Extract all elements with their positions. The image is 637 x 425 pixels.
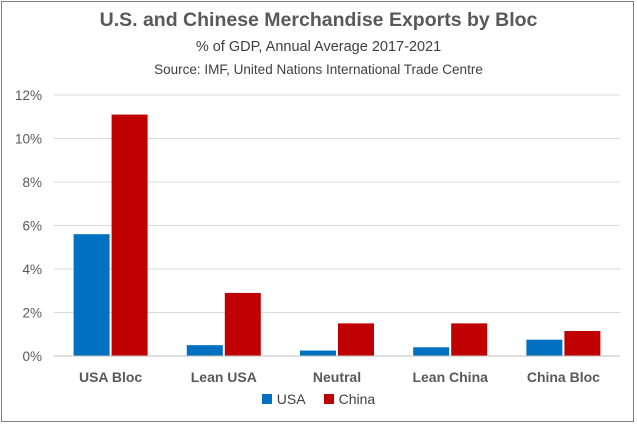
legend-swatch-usa <box>261 394 272 404</box>
x-tick-label: Lean USA <box>191 369 257 385</box>
chart-subtitle: % of GDP, Annual Average 2017-2021 <box>195 39 442 55</box>
legend-item-usa: USA <box>261 391 306 407</box>
legend: USA China <box>0 391 637 407</box>
x-tick-label: Neutral <box>313 369 361 385</box>
y-tick-label: 0% <box>22 349 42 364</box>
legend-swatch-china <box>323 394 334 404</box>
bar-china-usa-bloc <box>111 114 148 356</box>
legend-label-usa: USA <box>276 391 306 407</box>
y-tick-label: 4% <box>22 262 42 277</box>
y-tick-label: 8% <box>22 175 42 190</box>
bar-china-china-bloc <box>564 330 601 356</box>
y-tick-label: 6% <box>22 219 42 234</box>
y-tick-label: 2% <box>22 306 42 321</box>
bar-china-lean-china <box>451 323 488 356</box>
bar-china-lean-usa <box>224 292 261 356</box>
y-tick-label: 10% <box>15 132 42 147</box>
bar-china-neutral <box>338 323 374 356</box>
x-tick-label: Lean China <box>412 369 488 385</box>
y-tick-label: 12% <box>15 88 42 103</box>
bar-usa-lean-usa <box>186 345 223 356</box>
bar-usa-china-bloc <box>526 339 563 356</box>
bar-usa-lean-china <box>413 347 450 356</box>
chart-title: U.S. and Chinese Merchandise Exports by … <box>99 9 538 31</box>
chart-source: Source: IMF, United Nations Internationa… <box>154 62 483 77</box>
x-tick-label: USA Bloc <box>79 369 142 385</box>
x-tick-label: China Bloc <box>527 369 600 385</box>
bar-usa-neutral <box>300 350 336 356</box>
legend-item-china: China <box>323 391 376 407</box>
bar-usa-usa-bloc <box>73 234 110 356</box>
legend-label-china: China <box>338 391 376 407</box>
